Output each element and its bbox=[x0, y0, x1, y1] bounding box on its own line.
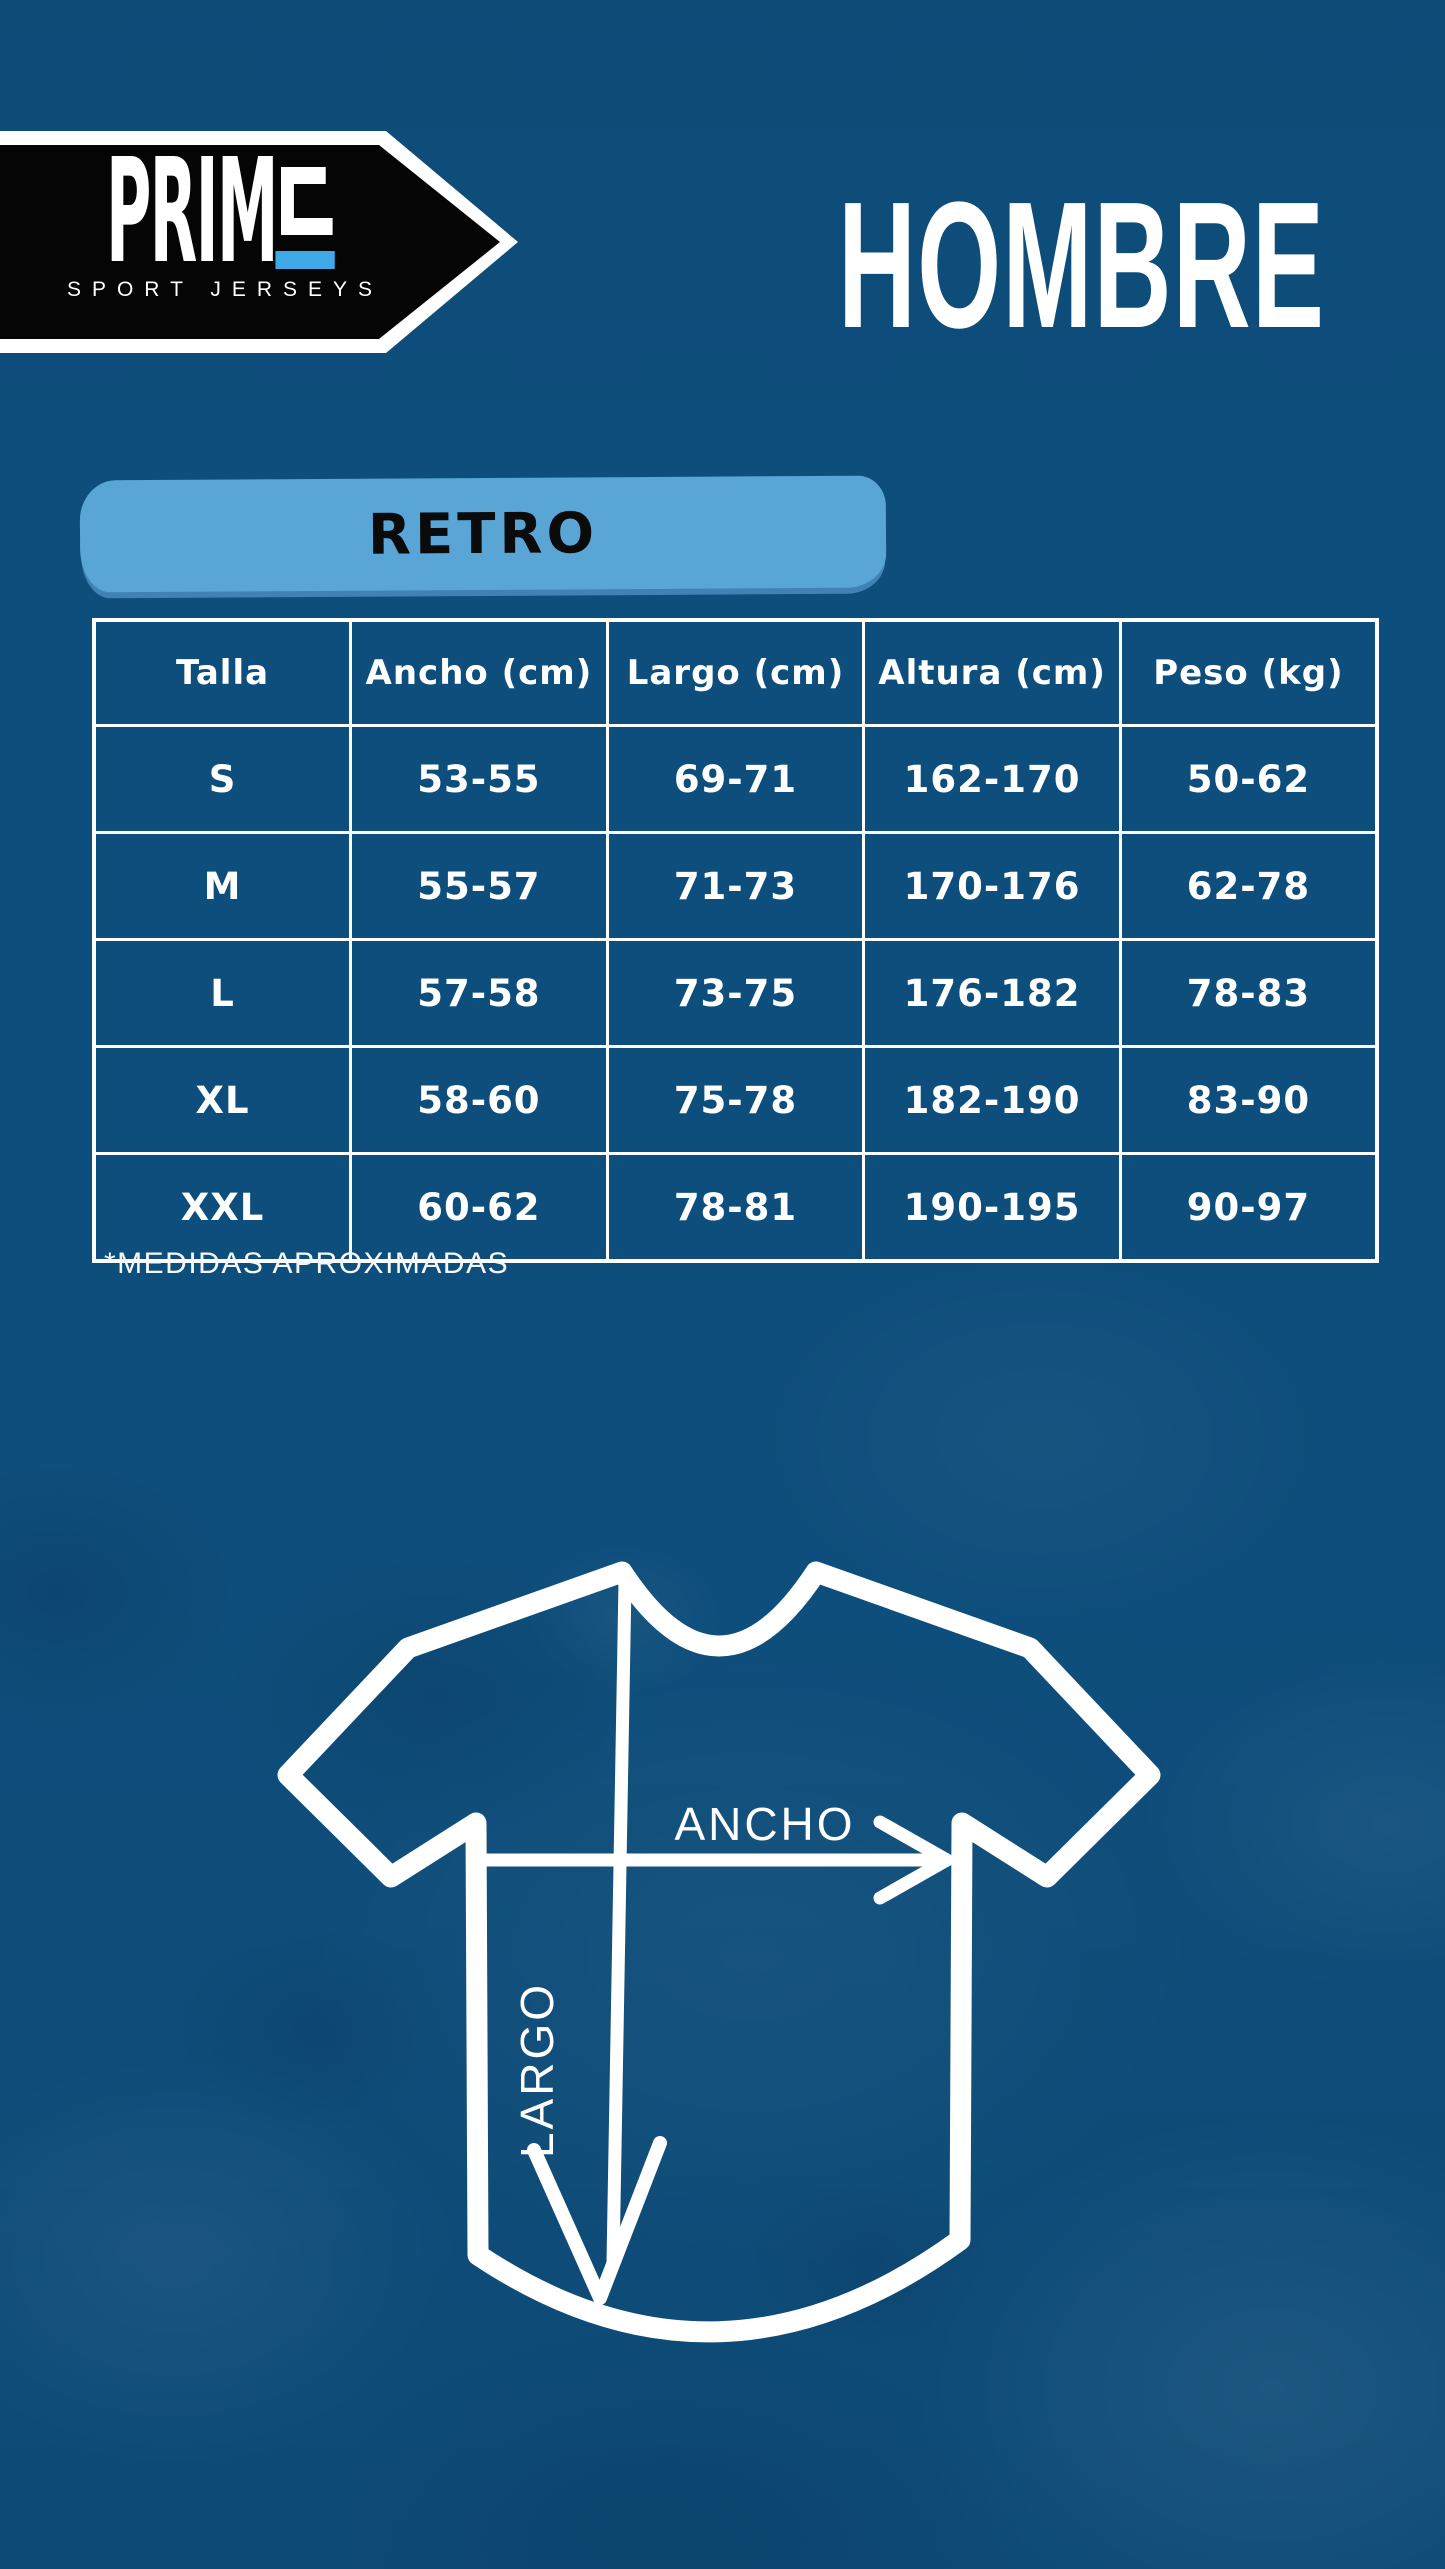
cell-altura: 162-170 bbox=[862, 724, 1122, 834]
size-table: Talla Ancho (cm) Largo (cm) Altura (cm) … bbox=[92, 618, 1379, 1263]
brand-banner: PRIM SPORT JERSEYS bbox=[0, 131, 522, 353]
cell-size: XL bbox=[92, 1045, 353, 1155]
cell-altura: 170-176 bbox=[862, 831, 1122, 941]
cell-peso: 90-97 bbox=[1118, 1152, 1379, 1263]
brand-logo-underline bbox=[275, 251, 335, 269]
cell-size: S bbox=[92, 724, 353, 834]
brand-letter-e-glyph bbox=[275, 167, 335, 269]
cell-size: M bbox=[92, 831, 353, 941]
page-title: HOMBRE bbox=[838, 165, 1326, 366]
header-ancho: Ancho (cm) bbox=[349, 618, 609, 727]
cell-altura: 182-190 bbox=[862, 1045, 1122, 1155]
cell-peso: 50-62 bbox=[1118, 724, 1379, 834]
cell-altura: 190-195 bbox=[862, 1152, 1122, 1263]
cell-ancho: 53-55 bbox=[349, 724, 609, 834]
cell-largo: 69-71 bbox=[605, 724, 866, 834]
length-measure-line bbox=[606, 1581, 632, 2263]
cell-ancho: 58-60 bbox=[349, 1045, 609, 1155]
cell-peso: 62-78 bbox=[1118, 831, 1379, 941]
cell-altura: 176-182 bbox=[862, 938, 1122, 1048]
cell-peso: 78-83 bbox=[1118, 938, 1379, 1048]
cell-largo: 73-75 bbox=[605, 938, 866, 1048]
cell-largo: 71-73 bbox=[605, 831, 866, 941]
cell-size: XXL bbox=[92, 1152, 353, 1263]
brand-logo: PRIM bbox=[106, 127, 335, 295]
cell-ancho: 57-58 bbox=[349, 938, 609, 1048]
brand-subtitle: SPORT JERSEYS bbox=[66, 278, 384, 301]
table-row: XXL 60-62 78-81 190-195 90-97 bbox=[92, 1152, 1379, 1263]
header-peso: Peso (kg) bbox=[1118, 618, 1379, 727]
cell-size: L bbox=[92, 938, 353, 1048]
header-largo: Largo (cm) bbox=[605, 618, 866, 727]
category-badge: RETRO bbox=[79, 475, 887, 593]
table-row: L 57-58 73-75 176-182 78-83 bbox=[92, 938, 1379, 1048]
tshirt-outline bbox=[277, 1561, 1161, 2343]
brand-name-text: PRIM bbox=[106, 127, 279, 295]
table-row: S 53-55 69-71 162-170 50-62 bbox=[92, 724, 1379, 834]
table-header-row: Talla Ancho (cm) Largo (cm) Altura (cm) … bbox=[92, 618, 1379, 727]
category-badge-label: RETRO bbox=[367, 501, 599, 568]
cell-ancho: 55-57 bbox=[349, 831, 609, 941]
length-label: LARGO bbox=[511, 1982, 563, 2158]
header-altura: Altura (cm) bbox=[862, 618, 1122, 727]
width-arrowhead bbox=[873, 1815, 954, 1905]
measurements-footnote: *MEDIDAS APROXIMADAS bbox=[104, 1247, 510, 1280]
cell-largo: 75-78 bbox=[605, 1045, 866, 1155]
cell-largo: 78-81 bbox=[605, 1152, 866, 1263]
brand-arrow-shape bbox=[0, 131, 518, 353]
cell-peso: 83-90 bbox=[1118, 1045, 1379, 1155]
table-row: XL 58-60 75-78 182-190 83-90 bbox=[92, 1045, 1379, 1155]
header-talla: Talla bbox=[92, 618, 353, 727]
tshirt-diagram: ANCHO LARGO bbox=[277, 1561, 1161, 2343]
table-row: M 55-57 71-73 170-176 62-78 bbox=[92, 831, 1379, 941]
cell-ancho: 60-62 bbox=[349, 1152, 609, 1263]
length-arrowhead bbox=[527, 2136, 667, 2305]
width-label: ANCHO bbox=[674, 1798, 855, 1850]
